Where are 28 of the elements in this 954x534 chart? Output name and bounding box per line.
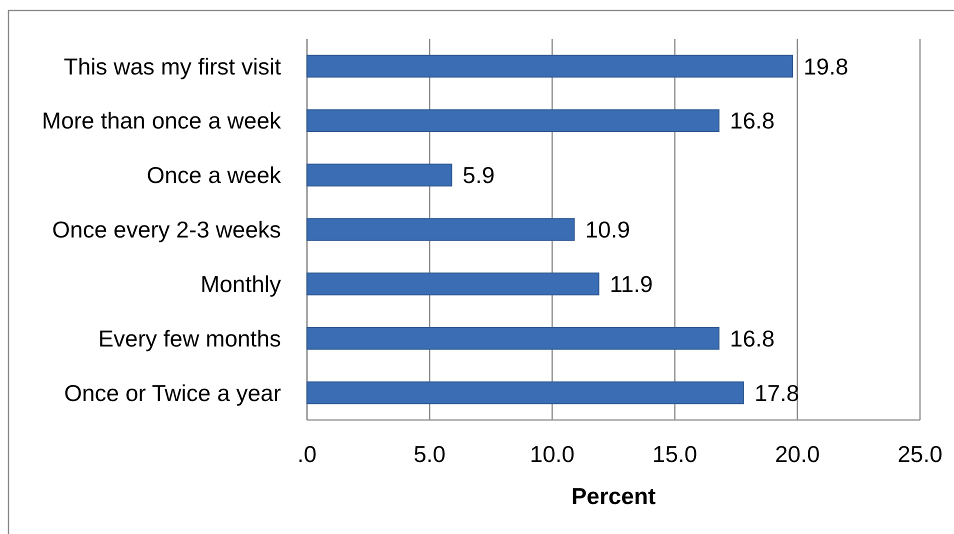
bar [306, 272, 600, 296]
x-tick-label: 20.0 [775, 441, 820, 468]
bar [306, 381, 744, 404]
bar [306, 109, 720, 132]
bar [306, 218, 575, 241]
bar [306, 326, 720, 350]
data-label: 17.8 [754, 380, 800, 406]
x-axis-title: Percent [571, 483, 656, 510]
x-tick-label: 10.0 [530, 441, 575, 468]
data-label: 16.8 [730, 325, 775, 352]
x-tick-label: 15.0 [652, 441, 698, 468]
y-tick-label: Monthly [200, 270, 282, 297]
data-label: 11.9 [610, 270, 653, 297]
y-tick-label: Once every 2-3 weeks [52, 216, 281, 243]
bar [306, 54, 793, 78]
y-tick-label: More than once a week [42, 108, 282, 134]
data-label: 10.9 [585, 216, 630, 243]
y-tick-label: Every few months [98, 325, 281, 352]
x-tick-label: 25.0 [898, 441, 942, 468]
y-tick-label: Once or Twice a year [64, 380, 282, 406]
bar [306, 164, 452, 186]
data-label: 19.8 [803, 53, 848, 80]
y-tick-label: This was my first visit [64, 53, 282, 80]
data-label: 16.8 [730, 108, 775, 134]
y-tick-label: Once a week [146, 162, 282, 188]
data-label: 5.9 [462, 162, 495, 188]
x-tick-label: 5.0 [414, 441, 446, 468]
x-tick-label: .0 [297, 441, 317, 468]
